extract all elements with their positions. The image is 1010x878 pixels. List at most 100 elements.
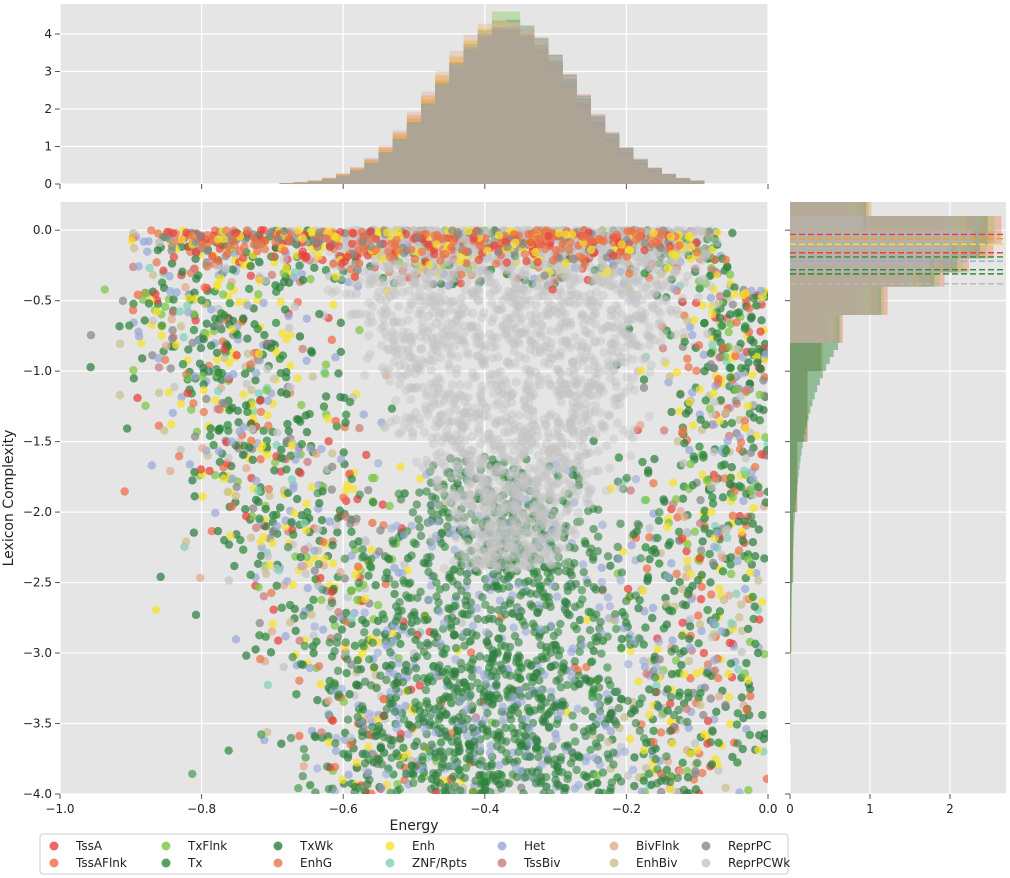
scatter-point (273, 428, 282, 437)
scatter-point (673, 773, 682, 783)
right-hist-bar (790, 582, 792, 654)
scatter-point (386, 688, 395, 697)
scatter-point (514, 580, 523, 589)
scatter-point (376, 671, 385, 680)
scatter-point (461, 763, 471, 773)
scatter-point (497, 624, 507, 633)
scatter-point (484, 697, 493, 706)
right-hist-tail-bar (790, 660, 791, 668)
scatter-point (498, 664, 507, 674)
right-hist-bar (790, 314, 843, 343)
scatter-point (662, 523, 672, 532)
scatter-point (430, 782, 440, 791)
scatter-point (724, 591, 734, 600)
right-hist-bar (790, 342, 817, 372)
scatter-point (574, 480, 584, 490)
scatter-point (437, 528, 447, 537)
scatter-point (403, 257, 413, 268)
right-hist-bar (790, 258, 935, 287)
scatter-point (441, 731, 450, 740)
scatter-point (645, 554, 654, 564)
scatter-point (664, 541, 673, 550)
scatter-point (534, 509, 544, 519)
scatter-point (263, 364, 272, 374)
scatter-point (286, 382, 295, 392)
scatter-point (586, 381, 596, 392)
scatter-point (636, 554, 646, 563)
scatter-point (501, 378, 511, 388)
scatter-point (456, 416, 466, 426)
scatter-point (412, 737, 422, 746)
scatter-point (583, 578, 592, 588)
scatter-point (299, 561, 308, 571)
scatter-point (443, 522, 452, 531)
scatter-point (486, 605, 496, 615)
scatter-point (449, 601, 459, 611)
scatter-point (528, 677, 537, 687)
scatter-point (752, 569, 761, 578)
scatter-point (583, 498, 593, 508)
scatter-point (581, 427, 591, 437)
scatter-point (259, 532, 268, 542)
scatter-point (578, 560, 588, 569)
right-hist-bar (790, 441, 798, 513)
scatter-point (530, 274, 539, 283)
scatter-point (586, 641, 596, 650)
scatter-point (328, 300, 338, 309)
scatter-point (460, 641, 469, 650)
right-hist-tail-bar (790, 406, 811, 414)
scatter-point (421, 685, 431, 695)
right-hist-bar (790, 216, 967, 245)
scatter-point (492, 460, 501, 469)
scatter-point (505, 359, 515, 370)
scatter-point (320, 554, 329, 563)
scatter-point (449, 691, 459, 700)
scatter-point (598, 290, 608, 300)
scatter-point (364, 655, 374, 664)
scatter-point (181, 282, 190, 292)
scatter-point (267, 588, 276, 598)
scatter-point (300, 518, 309, 528)
scatter-point (620, 611, 629, 621)
scatter-point (452, 330, 462, 340)
scatter-point (761, 433, 768, 442)
scatter-point (596, 617, 605, 627)
right-hist-bar (790, 441, 797, 513)
scatter-point (318, 625, 328, 634)
scatter-point (246, 261, 255, 271)
scatter-point (570, 492, 581, 502)
scatter-point (714, 766, 723, 775)
scatter-point (275, 354, 285, 364)
scatter-point (264, 421, 273, 430)
scatter-point (746, 435, 756, 444)
scatter-point (299, 744, 309, 754)
scatter-point (523, 423, 533, 433)
right-hist-tail-bar (790, 413, 809, 421)
scatter-point (371, 581, 380, 590)
scatter-point (622, 352, 632, 362)
scatter-point (213, 355, 222, 364)
scatter-point (317, 516, 327, 525)
scatter-point (445, 747, 454, 756)
scatter-point (750, 462, 760, 472)
scatter-point (177, 392, 186, 402)
right-hist-bar (790, 244, 940, 273)
scatter-point (718, 321, 727, 330)
scatter-point (691, 267, 700, 277)
scatter-point (721, 446, 731, 456)
main-scatter-panel: −1.0 −0.8 −0.6 −0.4 −0.2 0.00.0−0.5−1.0−1.5−2… (23, 202, 778, 816)
scatter-point (228, 265, 237, 274)
scatter-point (746, 314, 756, 323)
scatter-point (668, 636, 677, 645)
scatter-point (417, 323, 427, 334)
scatter-point (572, 765, 581, 775)
scatter-point (350, 641, 360, 651)
scatter-point (115, 322, 124, 331)
scatter-point (474, 278, 484, 288)
scatter-point (328, 716, 338, 725)
scatter-point (398, 266, 407, 276)
scatter-point (408, 508, 418, 517)
scatter-point (731, 351, 740, 361)
scatter-point (670, 644, 680, 654)
scatter-point (514, 475, 524, 485)
